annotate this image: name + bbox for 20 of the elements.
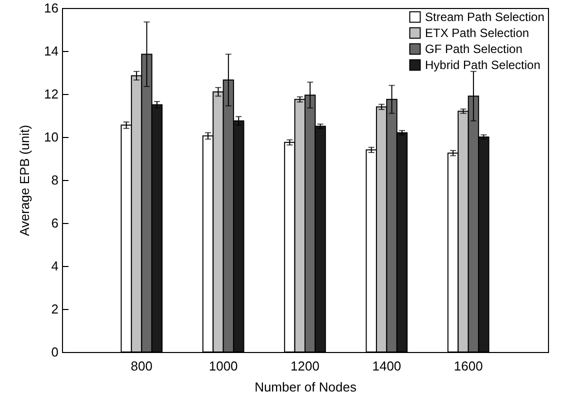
y-tick-label: 6 bbox=[51, 216, 58, 230]
y-tick-label: 0 bbox=[51, 344, 58, 360]
y-tick-label: 16 bbox=[44, 0, 58, 16]
x-tick-label: 1000 bbox=[208, 358, 238, 374]
y-tick-label: 14 bbox=[44, 44, 58, 58]
y-tick-label: 8 bbox=[51, 172, 58, 188]
y-tick-label: 4 bbox=[51, 258, 58, 274]
legend-label: ETX Path Selection bbox=[425, 26, 530, 40]
x-tick-label: 1200 bbox=[290, 358, 320, 374]
y-axis-title: Average EPB (unit) bbox=[17, 124, 32, 236]
legend-label: GF Path Selection bbox=[425, 42, 522, 56]
y-tick-label: 10 bbox=[44, 130, 58, 144]
y-tick-label: 12 bbox=[44, 86, 58, 102]
y-tick-label: 2 bbox=[51, 302, 58, 316]
legend-label: Hybrid Path Selection bbox=[425, 58, 540, 72]
x-tick-label: 800 bbox=[130, 358, 152, 374]
legend-label: Stream Path Selection bbox=[425, 10, 544, 24]
x-tick-label: 1400 bbox=[372, 358, 402, 374]
x-axis-title: Number of Nodes bbox=[254, 380, 357, 394]
x-tick-label: 1600 bbox=[454, 358, 483, 374]
